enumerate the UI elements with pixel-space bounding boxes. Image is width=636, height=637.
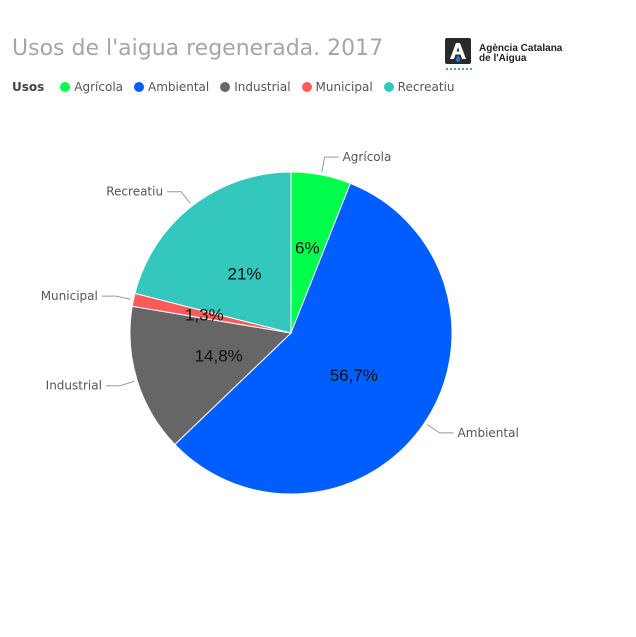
legend-item-agricola[interactable]: Agrícola (60, 80, 123, 94)
legend-swatch (60, 82, 71, 92)
slice-category-label: Agrícola (343, 150, 392, 164)
legend-label: Agrícola (74, 80, 124, 94)
slice-category-label: Municipal (41, 289, 98, 303)
legend-item-ambiental[interactable]: Ambiental (134, 80, 209, 94)
slice-value-label: 14,8% (195, 346, 243, 365)
legend-title: Usos (12, 80, 45, 94)
slice-value-label: 56,7% (330, 366, 378, 385)
legend-label: Municipal (315, 80, 373, 94)
logo-text: Agència Catalana de l'Aigua (479, 44, 562, 64)
logo-line-1: Agència Catalana (479, 43, 563, 54)
callout-line (167, 191, 191, 204)
aca-logo-icon (445, 38, 472, 70)
legend-item-recreatiu[interactable]: Recreatiu (383, 80, 455, 94)
slice-category-label: Recreatiu (106, 185, 163, 199)
pie-slice-ambiental[interactable] (174, 182, 453, 495)
legend-item-municipal[interactable]: Municipal (301, 80, 373, 94)
legend: Usos Agrícola Ambiental Industrial Municipa… (12, 80, 466, 94)
slice-category-label: Industrial (46, 379, 102, 393)
slice-value-label: 21% (228, 264, 262, 283)
legend-swatch (220, 82, 231, 92)
callout-line (426, 424, 454, 434)
slice-category-label: Ambiental (458, 426, 519, 440)
legend-item-industrial[interactable]: Industrial (220, 80, 291, 94)
slice-value-label: 1,3% (185, 306, 224, 325)
legend-label: Industrial (234, 80, 291, 94)
pie-slice-recreatiu[interactable] (134, 171, 292, 334)
aca-logo: Agència Catalana de l'Aigua (445, 38, 575, 72)
callout-line (101, 295, 131, 300)
logo-line-2: de l'Aigua (479, 53, 527, 64)
legend-label: Recreatiu (397, 80, 455, 94)
slice-value-label: 6% (295, 239, 320, 258)
legend-swatch (301, 82, 312, 92)
legend-swatch (383, 82, 394, 92)
callout-line (105, 380, 135, 387)
legend-label: Ambiental (148, 80, 210, 94)
legend-swatch (134, 82, 145, 92)
callout-line (321, 156, 339, 173)
chart-title: Usos de l'aigua regenerada. 2017 (12, 36, 384, 61)
pie-slice-industrial[interactable] (129, 305, 293, 446)
